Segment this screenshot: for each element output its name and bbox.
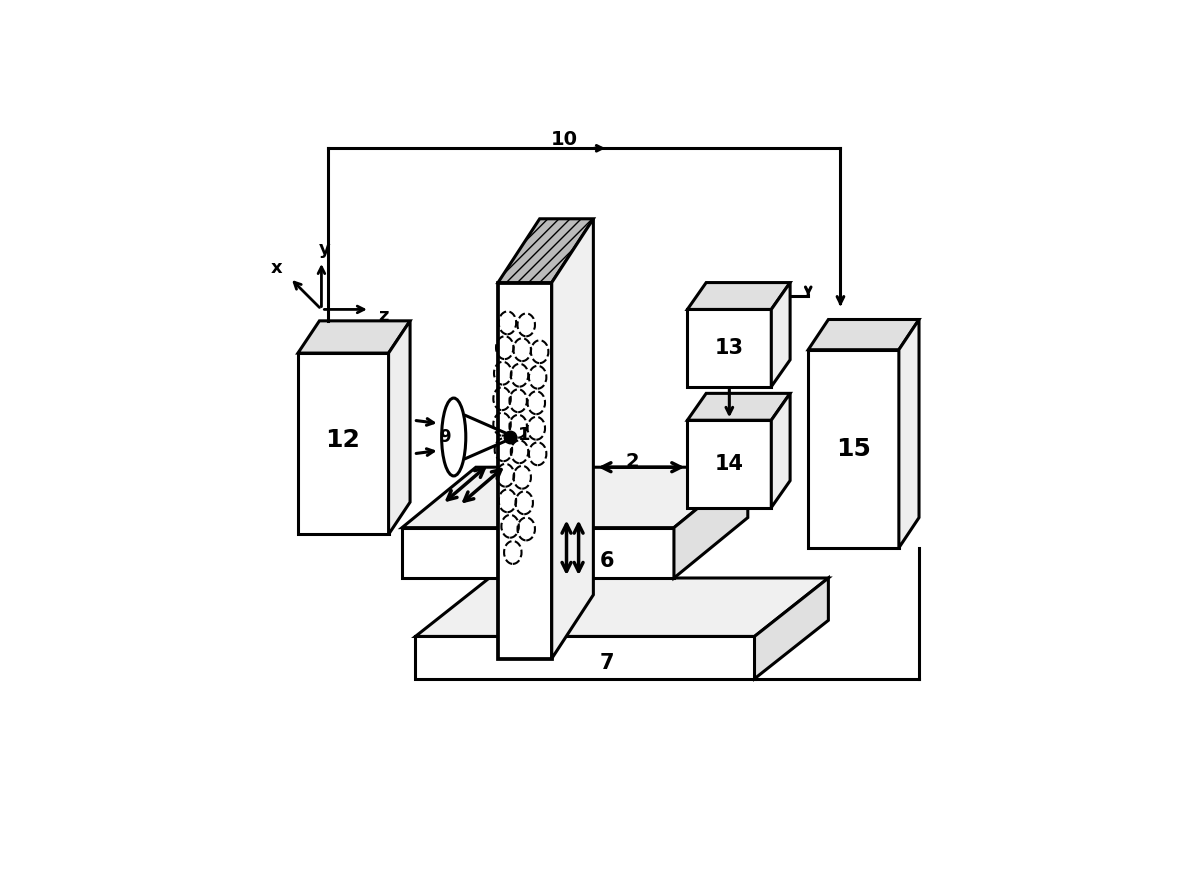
Polygon shape — [674, 467, 748, 578]
Text: 1: 1 — [517, 426, 530, 444]
Polygon shape — [688, 283, 790, 310]
Text: 2: 2 — [625, 453, 639, 472]
Polygon shape — [809, 350, 899, 548]
Ellipse shape — [442, 398, 465, 476]
Polygon shape — [552, 219, 593, 658]
Text: y: y — [318, 240, 330, 258]
Text: 12: 12 — [326, 428, 360, 453]
Text: x: x — [271, 259, 283, 277]
Polygon shape — [416, 637, 754, 678]
Text: 9: 9 — [439, 428, 451, 446]
Polygon shape — [498, 283, 552, 658]
Polygon shape — [403, 467, 748, 528]
Text: 15: 15 — [836, 437, 871, 460]
Polygon shape — [899, 319, 919, 548]
Text: 7: 7 — [599, 653, 614, 673]
Polygon shape — [416, 578, 829, 637]
Text: 10: 10 — [551, 130, 578, 149]
Polygon shape — [754, 578, 829, 678]
Text: 14: 14 — [715, 453, 744, 473]
Text: 6: 6 — [599, 551, 614, 571]
Polygon shape — [688, 310, 771, 386]
Polygon shape — [771, 283, 790, 386]
Polygon shape — [498, 219, 593, 283]
Polygon shape — [388, 321, 410, 535]
Polygon shape — [771, 393, 790, 508]
Polygon shape — [688, 393, 790, 420]
Polygon shape — [809, 319, 919, 350]
Polygon shape — [403, 528, 674, 578]
Polygon shape — [298, 321, 410, 353]
Text: z: z — [378, 307, 388, 325]
Text: 13: 13 — [715, 338, 744, 358]
Polygon shape — [688, 420, 771, 508]
Polygon shape — [298, 353, 388, 535]
